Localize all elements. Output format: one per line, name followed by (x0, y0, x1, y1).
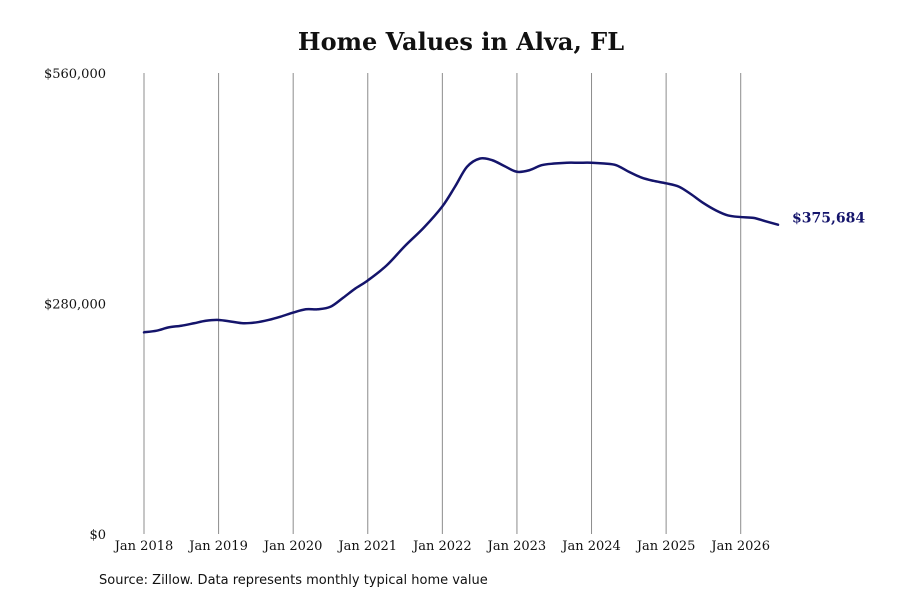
x-tick-label: Jan 2021 (336, 539, 397, 554)
x-tick-label: Jan 2023 (486, 539, 547, 554)
x-tick-label: Jan 2024 (560, 539, 621, 554)
x-tick-label: Jan 2020 (262, 539, 323, 554)
chart-title: Home Values in Alva, FL (297, 27, 625, 56)
x-tick-label: Jan 2026 (709, 539, 770, 554)
end-value-label: $375,684 (792, 211, 865, 227)
x-tick-label: Jan 2025 (635, 539, 696, 554)
x-tick-label: Jan 2022 (411, 539, 472, 554)
x-tick-label: Jan 2018 (113, 539, 174, 554)
y-tick-label: $560,000 (44, 67, 106, 82)
series-line (142, 156, 780, 334)
y-tick-label: $280,000 (44, 298, 106, 313)
y-tick-label: $0 (89, 528, 106, 543)
source-note: Source: Zillow. Data represents monthly … (99, 573, 488, 588)
x-tick-label: Jan 2019 (187, 539, 248, 554)
